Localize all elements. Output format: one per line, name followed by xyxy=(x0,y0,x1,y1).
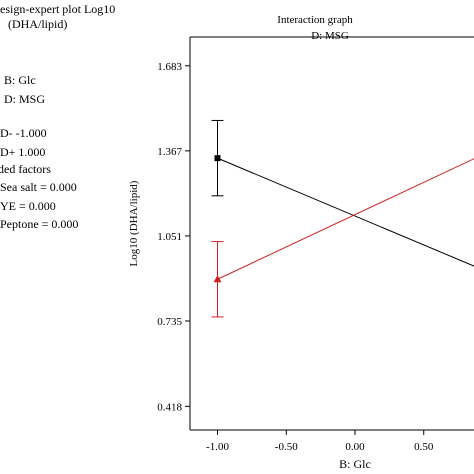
legend-minus-label: D- -1.000 xyxy=(0,126,47,140)
legend-x-factor: B: Glc xyxy=(4,73,36,87)
series-triangle xyxy=(211,158,474,318)
y-tick-label: 1.051 xyxy=(157,231,182,243)
chart-title: Interaction graph xyxy=(277,14,353,26)
y-tick-label: 1.367 xyxy=(157,146,182,158)
series-line xyxy=(217,157,474,267)
series-square xyxy=(211,119,474,267)
x-tick-label: 0.50 xyxy=(414,441,434,453)
y-tick-label: 0.418 xyxy=(157,401,182,413)
legend-legend-factor: D: MSG xyxy=(4,92,46,106)
data-point-square xyxy=(214,155,221,162)
legend-plus-label: D+ 1.000 xyxy=(0,145,46,159)
y-tick-label: 0.735 xyxy=(157,316,182,328)
chart-subtitle: D: MSG xyxy=(311,30,349,42)
legend-title-line1: esign-expert plot Log10 xyxy=(0,2,116,16)
data-point-triangle xyxy=(213,275,222,283)
y-axis-label: Log10 (DHA/lipid) xyxy=(128,180,140,266)
legend-factor-sea-salt: Sea salt = 0.000 xyxy=(0,180,77,194)
legend-factor-ye: YE = 0.000 xyxy=(0,199,56,213)
x-tick-label: -1.00 xyxy=(206,441,229,453)
chart-axes: 0.418 0.735 1.051 1.367 1.683 -1.00 -0.50 0.00 0… xyxy=(128,36,474,471)
legend-factor-peptone: Peptone = 0.000 xyxy=(0,217,79,231)
series-line xyxy=(217,158,474,280)
y-tick-label: 1.683 xyxy=(157,61,182,73)
x-tick-label: 0.00 xyxy=(345,441,365,453)
x-tick-label: -0.50 xyxy=(275,441,298,453)
legend-other-factors-heading: ded factors xyxy=(0,162,51,176)
legend-title-line2: (DHA/lipid) xyxy=(8,17,68,31)
x-axis-label: B: Glc xyxy=(339,457,371,471)
chart-marks xyxy=(211,119,474,318)
